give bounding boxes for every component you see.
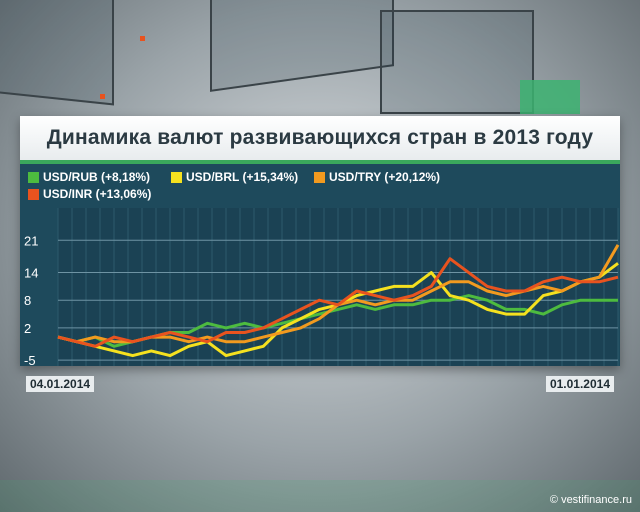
title-bar: Динамика валют развивающихся стран в 201… [20,116,620,164]
legend-label: USD/INR (+13,06%) [43,187,152,201]
credit-text: © vestifinance.ru [549,494,632,506]
legend-swatch [171,171,182,183]
chart-panel: Динамика валют развивающихся стран в 201… [20,116,620,392]
chart-plot: -5 2 8 14 21 [24,208,620,366]
background-cube [0,0,114,106]
legend-label: USD/BRL (+15,34%) [186,170,299,184]
legend-label: USD/TRY (+20,12%) [329,170,441,184]
background-cube [210,0,394,92]
y-tick-label: 2 [24,321,31,336]
legend-item: USD/TRY (+20,12%) [314,170,440,184]
y-tick-label: 8 [24,293,31,308]
y-tick-label: 14 [24,266,38,281]
background-cube [380,10,534,114]
legend-item: USD/BRL (+15,34%) [171,170,298,184]
background-accent [0,480,640,512]
background-dot [140,36,145,41]
legend-swatch [28,188,39,200]
x-end-label: 01.01.2014 [545,376,614,392]
legend-item: USD/RUB (+8,18%) [28,170,150,184]
legend-swatch [28,171,39,183]
legend-swatch [314,171,325,183]
legend-label: USD/RUB (+8,18%) [43,170,151,184]
legend-item: USD/INR (+13,06%) [28,187,151,201]
chart-title: Динамика валют развивающихся стран в 201… [46,126,594,149]
series-line [57,257,619,348]
background-dot [100,94,105,99]
y-tick-label: -5 [24,353,36,366]
y-tick-label: 21 [24,233,38,248]
x-start-label: 04.01.2014 [26,376,95,392]
background-accent [520,80,580,114]
